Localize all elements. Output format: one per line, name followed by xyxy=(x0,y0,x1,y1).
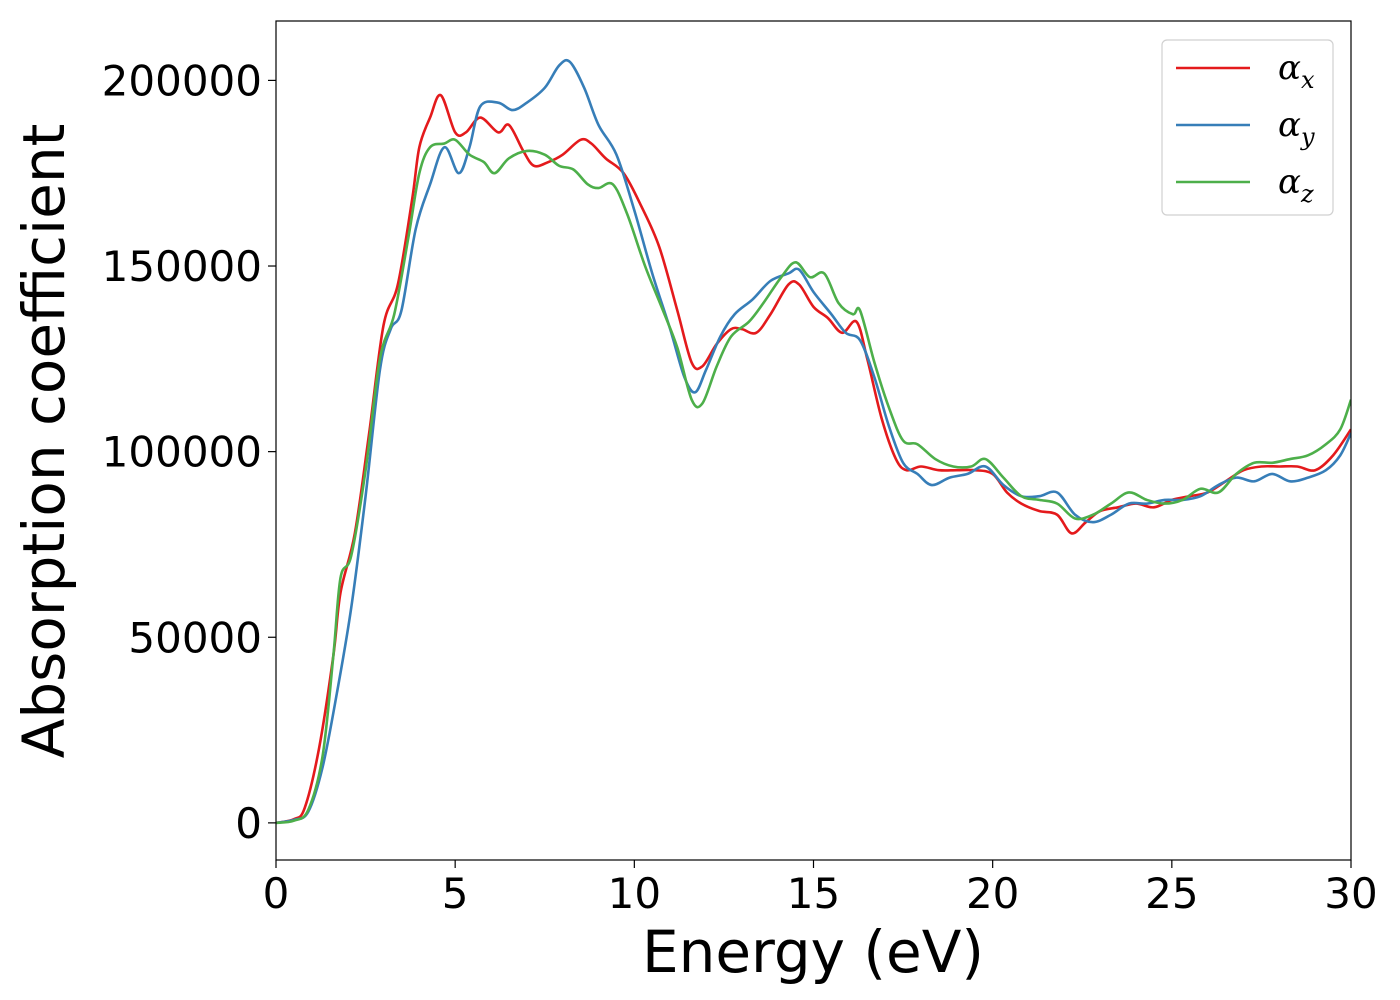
series-line-z xyxy=(276,138,1351,825)
plot-area xyxy=(276,58,1351,825)
x-tick-label: 20 xyxy=(966,869,1019,918)
legend: αx αy αz xyxy=(1161,39,1334,216)
x-axis-title: Energy (eV) xyxy=(642,918,984,986)
legend-box xyxy=(1161,39,1334,216)
x-tick-label: 25 xyxy=(1145,869,1198,918)
x-tick-label: 30 xyxy=(1324,869,1377,918)
x-tick-label: 5 xyxy=(442,869,469,918)
x-tick-label: 0 xyxy=(263,869,290,918)
legend-label-z: αz xyxy=(1278,162,1314,208)
legend-label-x: αx xyxy=(1278,48,1315,94)
y-tick-label: 150000 xyxy=(102,242,262,291)
legend-label-y: αy xyxy=(1278,105,1315,151)
axes: 0 5 10 15 20 25 30 0 50000 100000 150000 200000 xyxy=(102,20,1378,918)
series-line-y xyxy=(276,58,1351,825)
y-tick-label: 200000 xyxy=(102,56,262,105)
x-tick-label: 10 xyxy=(608,869,661,918)
x-tick-label: 15 xyxy=(787,869,840,918)
y-axis-title: Absorption coefficient xyxy=(10,124,78,759)
y-tick-label: 50000 xyxy=(128,613,262,662)
y-tick-label: 100000 xyxy=(102,428,262,477)
y-tick-label: 0 xyxy=(235,799,262,848)
